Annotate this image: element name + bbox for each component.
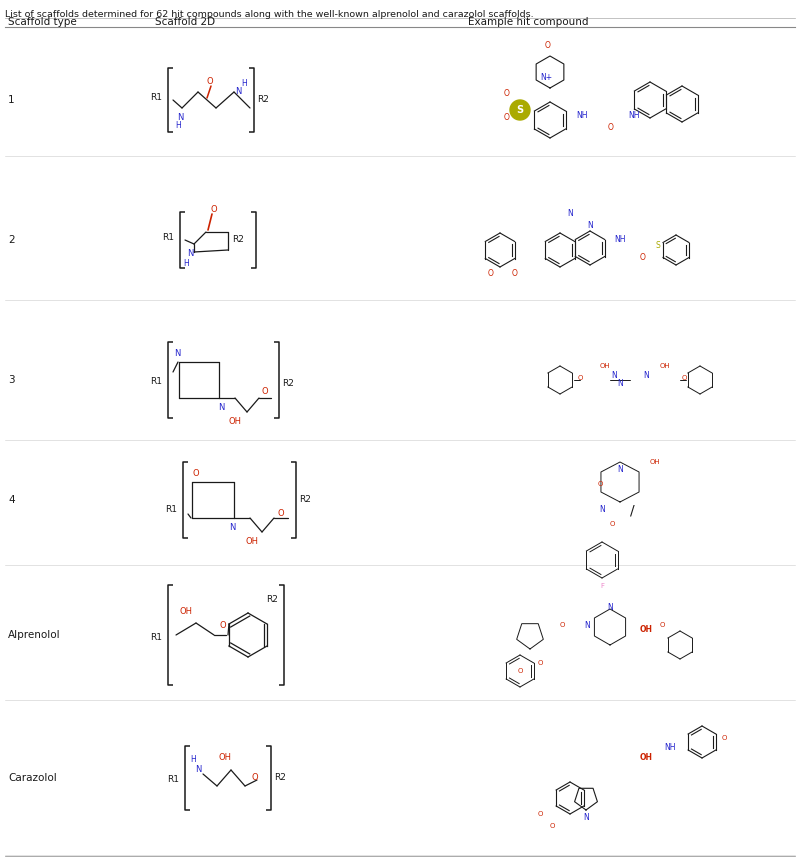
Text: R1: R1: [162, 233, 174, 243]
Text: N: N: [599, 505, 605, 514]
Text: OH: OH: [246, 537, 258, 547]
Text: R2: R2: [257, 96, 269, 105]
Text: O: O: [193, 468, 199, 478]
Text: O: O: [578, 375, 583, 381]
Text: F: F: [600, 583, 604, 589]
Text: H: H: [183, 259, 189, 269]
Text: O: O: [210, 206, 218, 214]
Text: N: N: [218, 403, 224, 411]
Text: O: O: [550, 823, 555, 829]
Text: R2: R2: [282, 379, 294, 389]
Text: O: O: [262, 387, 268, 397]
Text: Alprenolol: Alprenolol: [8, 630, 61, 640]
Text: NH: NH: [664, 744, 675, 753]
Text: 1: 1: [8, 95, 14, 105]
Text: OH: OH: [229, 417, 242, 427]
Text: S: S: [656, 240, 661, 250]
Text: List of scaffolds determined for 62 hit compounds along with the well-known alpr: List of scaffolds determined for 62 hit …: [5, 10, 534, 19]
Text: S: S: [517, 105, 523, 115]
Text: O: O: [220, 621, 226, 631]
Text: R2: R2: [274, 773, 286, 783]
Text: O: O: [512, 270, 518, 278]
Text: O: O: [598, 481, 602, 487]
Text: O: O: [640, 253, 646, 263]
Text: H: H: [241, 79, 247, 88]
Circle shape: [510, 100, 530, 120]
Text: O: O: [608, 124, 614, 132]
Text: O: O: [538, 660, 543, 666]
Text: OH: OH: [650, 459, 661, 465]
Text: R1: R1: [150, 632, 162, 641]
Text: O: O: [538, 811, 543, 817]
Text: O: O: [682, 375, 687, 381]
Text: OH: OH: [179, 607, 193, 615]
Text: OH: OH: [660, 363, 670, 369]
Text: Carazolol: Carazolol: [8, 773, 57, 783]
Text: O: O: [504, 113, 510, 123]
Text: H: H: [175, 122, 181, 130]
Text: N: N: [195, 765, 201, 773]
Text: OH: OH: [600, 363, 610, 369]
Text: R1: R1: [150, 378, 162, 386]
Text: O: O: [610, 521, 614, 527]
Text: NH: NH: [628, 111, 639, 119]
Text: N+: N+: [540, 73, 552, 82]
Text: N: N: [583, 814, 589, 823]
Text: O: O: [488, 270, 494, 278]
Text: N: N: [229, 524, 235, 532]
Text: Scaffold type: Scaffold type: [8, 17, 77, 27]
Text: N: N: [617, 466, 623, 474]
Text: R1: R1: [167, 776, 179, 785]
Text: N: N: [607, 602, 613, 612]
Text: R2: R2: [266, 594, 278, 603]
Text: O: O: [206, 78, 214, 86]
Text: Example hit compound: Example hit compound: [468, 17, 589, 27]
Text: N: N: [617, 379, 623, 389]
Text: N: N: [611, 372, 617, 380]
Text: Scaffold 2D: Scaffold 2D: [155, 17, 215, 27]
Text: 2: 2: [8, 235, 14, 245]
Text: /: /: [630, 503, 634, 517]
Text: NH: NH: [576, 111, 587, 119]
Text: N: N: [643, 372, 649, 380]
Text: N: N: [567, 209, 573, 219]
Text: O: O: [504, 90, 510, 98]
Text: O: O: [560, 622, 566, 628]
Text: 3: 3: [8, 375, 14, 385]
Text: O: O: [545, 41, 551, 50]
Text: O: O: [518, 668, 522, 674]
Text: H: H: [190, 755, 196, 765]
Text: N: N: [174, 348, 180, 358]
Text: N: N: [587, 221, 593, 231]
Text: N: N: [177, 112, 183, 122]
Text: R1: R1: [165, 505, 177, 514]
Text: N: N: [187, 250, 193, 258]
Text: O: O: [251, 773, 258, 783]
Text: OH: OH: [640, 753, 653, 763]
Text: O: O: [722, 735, 727, 741]
Text: R2: R2: [232, 236, 244, 245]
Text: OH: OH: [640, 625, 653, 633]
Text: OH: OH: [218, 753, 231, 763]
Text: R2: R2: [299, 495, 311, 505]
Text: O: O: [660, 622, 666, 628]
Text: N: N: [235, 86, 241, 96]
Text: R1: R1: [150, 93, 162, 103]
Text: N: N: [584, 620, 590, 630]
Text: 4: 4: [8, 495, 14, 505]
Text: NH: NH: [614, 236, 626, 245]
Text: O: O: [278, 509, 284, 518]
